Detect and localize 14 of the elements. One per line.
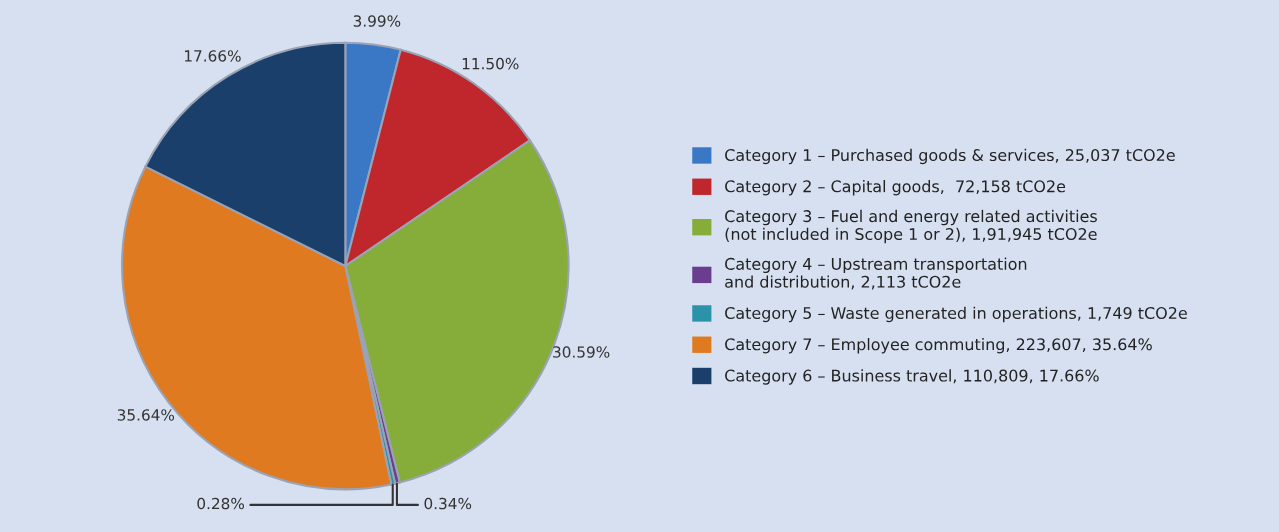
data-label: 0.28%: [197, 497, 245, 510]
legend-label: Category 5 – Waste generated in operations, 1,749 tCO2e: [725, 306, 1187, 323]
legend-label: Category 6 – Business travel, 110,809, 17.66%: [725, 369, 1099, 385]
data-label: 3.99%: [353, 15, 401, 27]
data-label: 0.34%: [424, 497, 472, 510]
data-label: 11.50%: [462, 57, 519, 70]
data-label: 35.64%: [117, 409, 175, 421]
legend-label: Category 3 – Fuel and energy related activities (not included in Scope 1 or 2), 1,91,945 tCO2e: [725, 209, 1097, 244]
data-label: 30.59%: [553, 346, 610, 358]
legend-label: Category 2 – Capital goods, 72,158 tCO2e: [725, 180, 1066, 196]
legend-label: Category 7 – Employee commuting, 223,607, 35.64%: [725, 337, 1152, 354]
legend-label: Category 4 – Upstream transportation and distribution, 2,113 tCO2e: [725, 257, 1027, 290]
legend-label: Category 1 – Purchased goods & services, 25,037 tCO2e: [725, 148, 1175, 165]
data-label: 17.66%: [184, 50, 241, 62]
